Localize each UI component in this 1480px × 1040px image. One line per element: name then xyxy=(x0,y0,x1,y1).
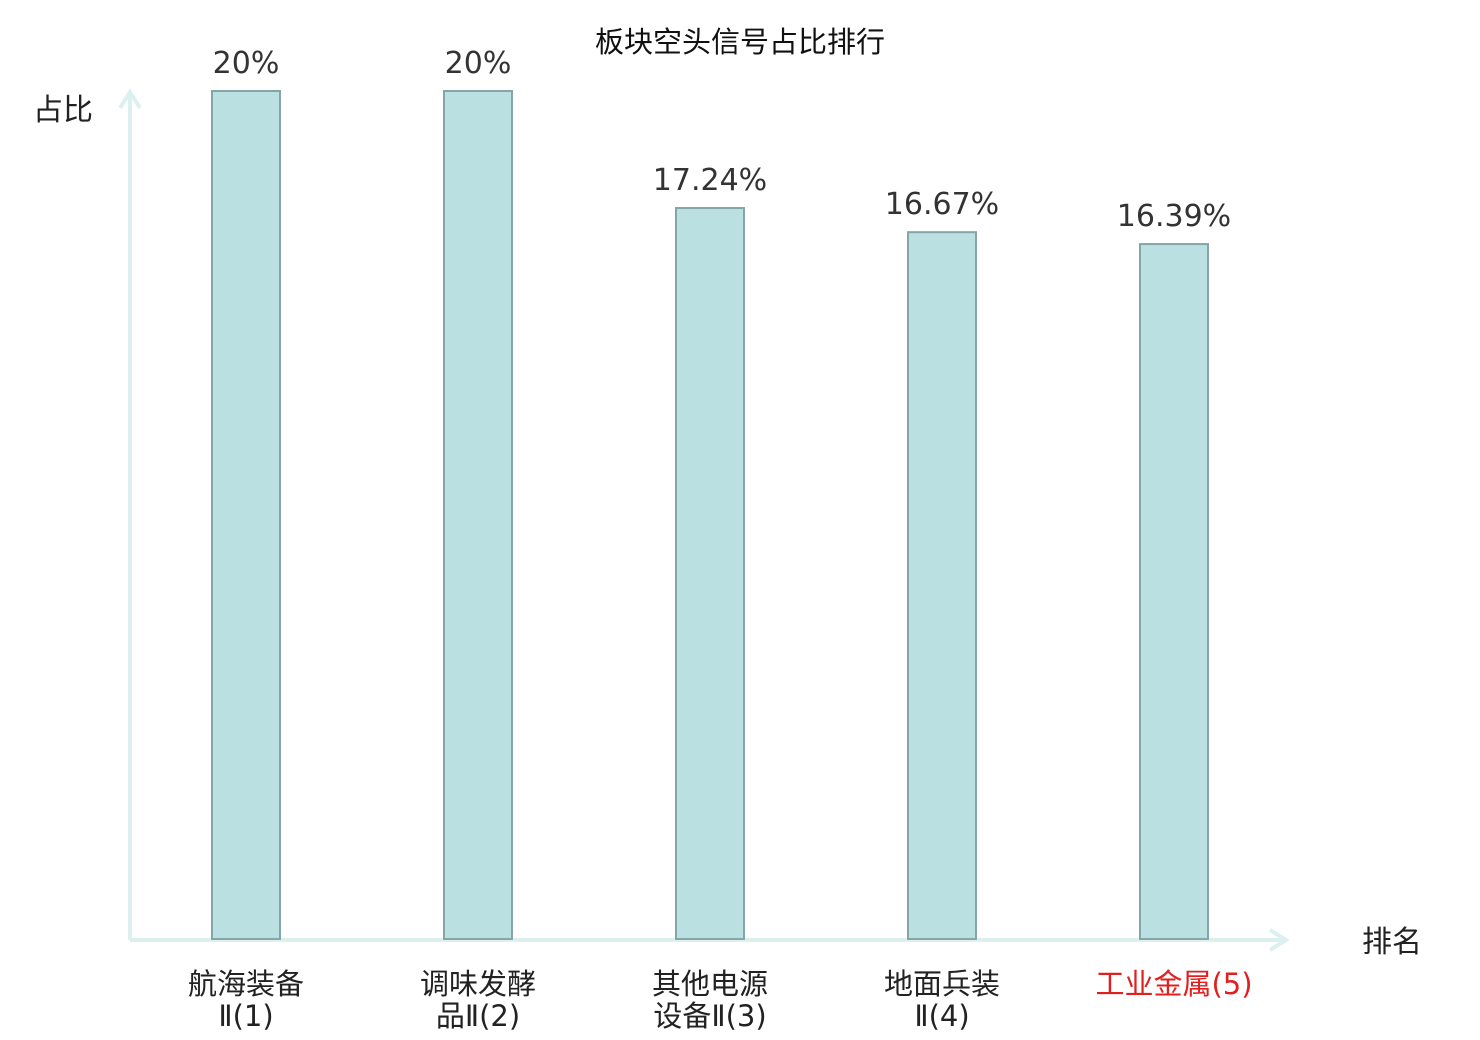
x-tick-label: Ⅱ(4) xyxy=(914,999,969,1033)
y-axis-arrow xyxy=(118,88,142,110)
bars xyxy=(211,90,1209,941)
x-tick-label: 调味发酵 xyxy=(420,967,536,1001)
data-label: 20% xyxy=(213,46,280,81)
y-axis-label: 占比 xyxy=(33,93,93,128)
x-axis-arrow xyxy=(1268,928,1290,952)
bar xyxy=(1139,243,1209,940)
data-label: 16.67% xyxy=(885,187,999,222)
x-tick-label: 设备Ⅱ(3) xyxy=(653,999,766,1033)
x-tick-label: 航海装备 xyxy=(188,967,304,1001)
data-label: 16.39% xyxy=(1117,199,1231,234)
bar xyxy=(675,207,745,941)
data-label: 20% xyxy=(445,46,512,81)
x-axis-label: 排名 xyxy=(1362,925,1422,960)
x-tick-label: 地面兵装 xyxy=(884,967,1000,1001)
bar xyxy=(443,90,513,940)
bar xyxy=(211,90,281,940)
x-tick-label: 其他电源 xyxy=(652,967,768,1001)
chart-title: 板块空头信号占比排行 xyxy=(595,25,885,59)
value-labels: 20% 20% 17.24% 16.67% 16.39% xyxy=(213,46,1232,234)
x-tick-label: 品Ⅱ(2) xyxy=(436,999,520,1033)
bar xyxy=(907,231,977,940)
x-tick-label: Ⅱ(1) xyxy=(218,999,273,1033)
x-tick-label: 工业金属(5) xyxy=(1095,967,1252,1001)
data-label: 17.24% xyxy=(653,163,767,198)
